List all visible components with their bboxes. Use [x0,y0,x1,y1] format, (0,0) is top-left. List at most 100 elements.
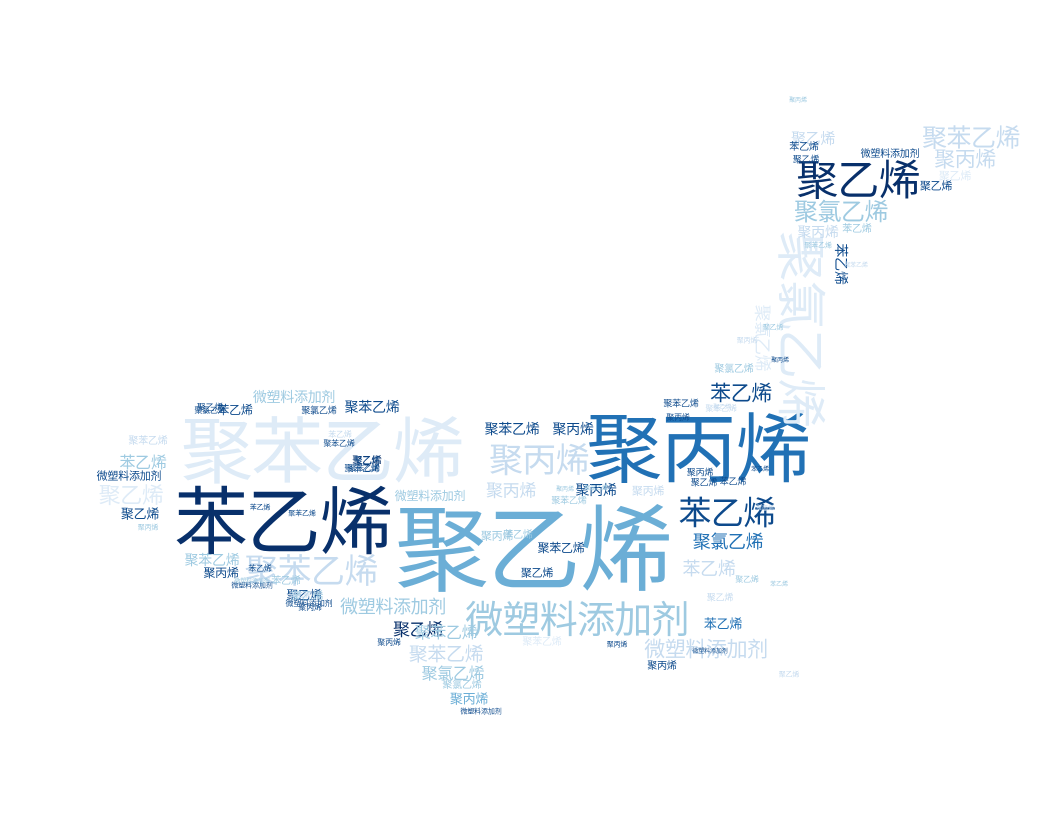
cloud-word: 聚丙烯 [377,638,401,647]
cloud-word: 聚乙烯 [393,620,443,641]
cloud-word: 微塑料添加剂 [234,578,270,585]
cloud-word: 微塑料添加剂 [252,390,336,406]
cloud-word: 微塑料添加剂 [692,648,728,655]
cloud-word: 聚苯乙烯 [844,262,868,269]
cloud-word: 聚苯乙烯 [414,623,478,642]
cloud-word: 聚乙烯 [762,323,784,332]
cloud-word: 苯乙烯 [217,403,253,417]
cloud-word: 聚乙烯 [938,169,972,183]
cloud-word: 聚苯乙烯 [288,509,316,518]
cloud-word: 微塑料添加剂 [96,469,162,483]
cloud-word: 聚丙烯 [203,566,239,580]
cloud-word: 聚乙烯 [353,456,381,467]
cloud-word: 聚乙烯 [919,179,953,193]
cloud-word: 聚氯乙烯 [584,485,608,492]
cloud-word: 聚丙烯 [934,147,996,172]
cloud-word: 聚乙烯 [98,484,164,509]
cloud-word: 聚丙烯 [137,523,159,532]
cloud-word: 苯乙烯 [703,617,743,633]
cloud-word: 聚苯乙烯 [537,541,585,555]
cloud-word: 苯乙烯 [719,477,747,488]
cloud-word: 聚丙烯 [736,336,758,345]
cloud-word: 聚氯乙烯 [194,406,226,415]
cloud-word: 聚乙烯 [196,403,224,414]
cloud-word: 微塑料添加剂 [644,637,768,662]
cloud-word: 聚氯乙烯 [301,406,337,417]
cloud-word: 聚苯乙烯 [551,496,587,507]
cloud-word: 聚乙烯 [713,404,731,411]
cloud-word: 聚丙烯 [606,640,628,649]
cloud-word: 聚苯乙烯 [408,643,484,666]
cloud-word: 聚苯乙烯 [921,123,1021,153]
cloud-word: 苯乙烯 [751,466,769,473]
cloud-word: 微塑料添加剂 [860,149,920,160]
cloud-word: 苯乙烯 [271,576,301,587]
cloud-word: 聚苯乙烯 [484,422,540,438]
cloud-word: 聚苯乙烯 [344,464,380,475]
cloud-word: 聚乙烯 [290,589,324,603]
cloud-word: 聚氯乙烯 [442,680,482,691]
cloud-word: 聚丙烯 [586,405,811,494]
cloud-word: 聚乙烯 [520,566,554,580]
cloud-word: 聚丙烯 [556,486,574,493]
cloud-word: 聚丙烯 [575,483,617,499]
cloud-word: 聚乙烯 [286,588,322,602]
cloud-word: 聚丙烯 [631,484,665,498]
cloud-word: 聚丙烯 [789,97,807,104]
cloud-word: 聚乙烯 [778,670,800,679]
cloud-word: 聚丙烯 [686,468,714,479]
cloud-word: 聚乙烯 [706,593,734,604]
cloud-word: 聚乙烯 [394,497,673,606]
cloud-word: 苯乙烯 [789,142,819,153]
cloud-word: 聚丙烯 [486,481,536,502]
cloud-word: 苯乙烯 [770,581,788,588]
cloud-word: 聚苯乙烯 [522,637,562,648]
cloud-word: 聚丙烯 [797,225,839,241]
cloud-word: 苯乙烯 [710,381,772,406]
cloud-word: 聚丙烯 [756,505,774,512]
cloud-word: 聚丙烯 [489,441,590,481]
cloud-word: 苯乙烯 [842,224,872,235]
cloud-word: 聚苯乙烯 [348,464,380,473]
cloud-word: 聚氯乙烯 [421,664,485,683]
cloud-word: 聚乙烯 [690,478,718,489]
cloud-word: 聚苯乙烯 [180,410,465,494]
cloud-word: 聚乙烯 [735,575,759,584]
cloud-word: 苯乙烯 [328,430,352,439]
cloud-word: 苯乙烯 [248,564,272,573]
cloud-word: 微塑料添加剂 [285,599,333,608]
cloud-word: 聚苯乙烯 [344,400,400,416]
cloud-word: 聚苯乙烯 [323,439,355,448]
cloud-word: 聚丙烯 [771,357,789,364]
cloud-word: 聚丙烯 [647,661,677,672]
cloud-word: 聚苯乙烯 [804,241,832,250]
cloud-word: 苯乙烯 [682,559,736,580]
cloud-word: 聚乙烯 [120,507,160,523]
cloud-word: 苯乙烯 [119,453,167,472]
cloud-word: 聚苯乙烯 [184,553,240,569]
cloud-word: 苯乙烯 [249,503,271,512]
cloud-word: 聚乙烯 [790,129,836,148]
cloud-word: 聚苯乙烯 [128,436,168,447]
cloud-word: 聚氯乙烯 [793,198,889,226]
cloud-word: 微塑料添加剂 [465,598,689,642]
cloud-word: 苯乙烯 [503,530,533,541]
cloud-word: 苯乙烯 [289,591,311,600]
cloud-word: 聚苯乙烯 [244,552,378,592]
cloud-word: 聚丙烯 [480,529,514,543]
cloud-word: 聚乙烯 [792,155,820,166]
cloud-word: 微塑料添加剂 [231,581,273,590]
cloud-word: 微塑料添加剂 [394,489,466,503]
cloud-word: 微塑料添加剂 [460,707,502,716]
cloud-word: 聚丙烯 [552,422,594,438]
cloud-word: 聚氯乙烯 [714,364,754,375]
cloud-word: 苯乙烯 [174,480,393,566]
cloud-word: 聚丙烯 [666,413,690,422]
cloud-word: 聚苯乙烯 [663,399,699,410]
cloud-word: 聚乙烯 [352,456,382,467]
cloud-word: 聚乙烯 [796,156,920,205]
cloud-word: 聚丙烯 [449,692,489,708]
cloud-word: 苯乙烯 [678,493,776,533]
cloud-word: 聚丙烯 [298,603,322,612]
